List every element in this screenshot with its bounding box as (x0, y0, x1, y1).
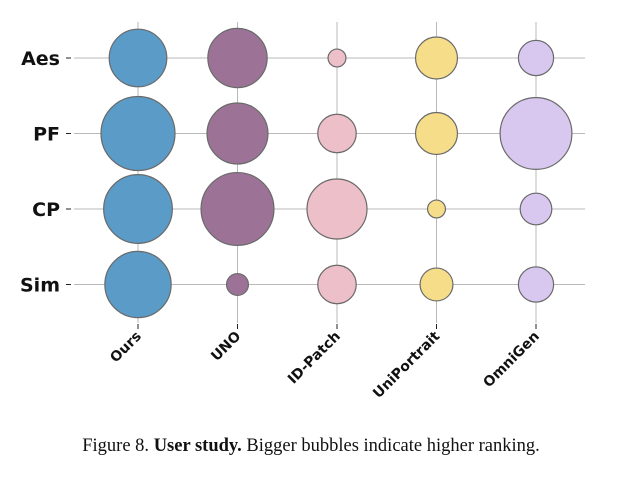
figure-caption: Figure 8. User study. Bigger bubbles ind… (0, 436, 622, 457)
bubble-ours-sim (104, 250, 172, 319)
y-label-cp: CP (32, 199, 60, 221)
bubble-uno-aes (207, 27, 268, 89)
caption-rest: Bigger bubbles indicate higher ranking. (246, 436, 540, 456)
x-label-id-patch: ID-Patch (285, 329, 344, 388)
y-label-sim: Sim (20, 275, 60, 297)
bubble-uniportrait-pf (414, 111, 459, 156)
bubble-ours-pf (100, 95, 176, 172)
bubble-uniportrait-sim (419, 267, 454, 302)
bubble-ours-aes (108, 28, 168, 88)
bubble-uno-cp (200, 171, 275, 247)
x-tick-labels: Ours UNO ID-Patch UniPortrait OmniGen (107, 328, 543, 401)
x-label-ours: Ours (107, 329, 145, 367)
bubble-omnigen-cp (519, 192, 553, 226)
axis-ticks (66, 57, 537, 329)
caption-bold: User study. (153, 436, 242, 456)
bubble-id-patch-pf (317, 113, 357, 154)
bubble-id-patch-sim (317, 264, 357, 305)
bubble-ours-cp (103, 174, 173, 244)
bubble-uniportrait-cp (426, 199, 447, 219)
bubble-uno-sim (225, 272, 250, 297)
bubble-id-patch-aes (327, 48, 347, 68)
x-label-omnigen: OmniGen (480, 329, 542, 391)
bubble-omnigen-aes (517, 39, 555, 77)
bubble-omnigen-sim (517, 266, 555, 303)
y-tick-labels: Aes PF CP Sim (20, 48, 60, 297)
caption-prefix: Figure 8. (82, 436, 150, 456)
bubble-uno-pf (206, 102, 269, 165)
y-label-aes: Aes (21, 48, 60, 70)
bubble-uniportrait-aes (414, 36, 459, 80)
x-label-uno: UNO (208, 328, 244, 364)
y-label-pf: PF (33, 124, 60, 146)
bubble-omnigen-pf (499, 96, 573, 171)
bubble-chart: Aes PF CP Sim Ours UNO ID-Patch UniPortrait Omn… (20, 22, 585, 402)
bubble-id-patch-cp (306, 178, 368, 240)
bubbles (100, 27, 573, 319)
x-label-uniportrait: UniPortrait (370, 328, 443, 401)
